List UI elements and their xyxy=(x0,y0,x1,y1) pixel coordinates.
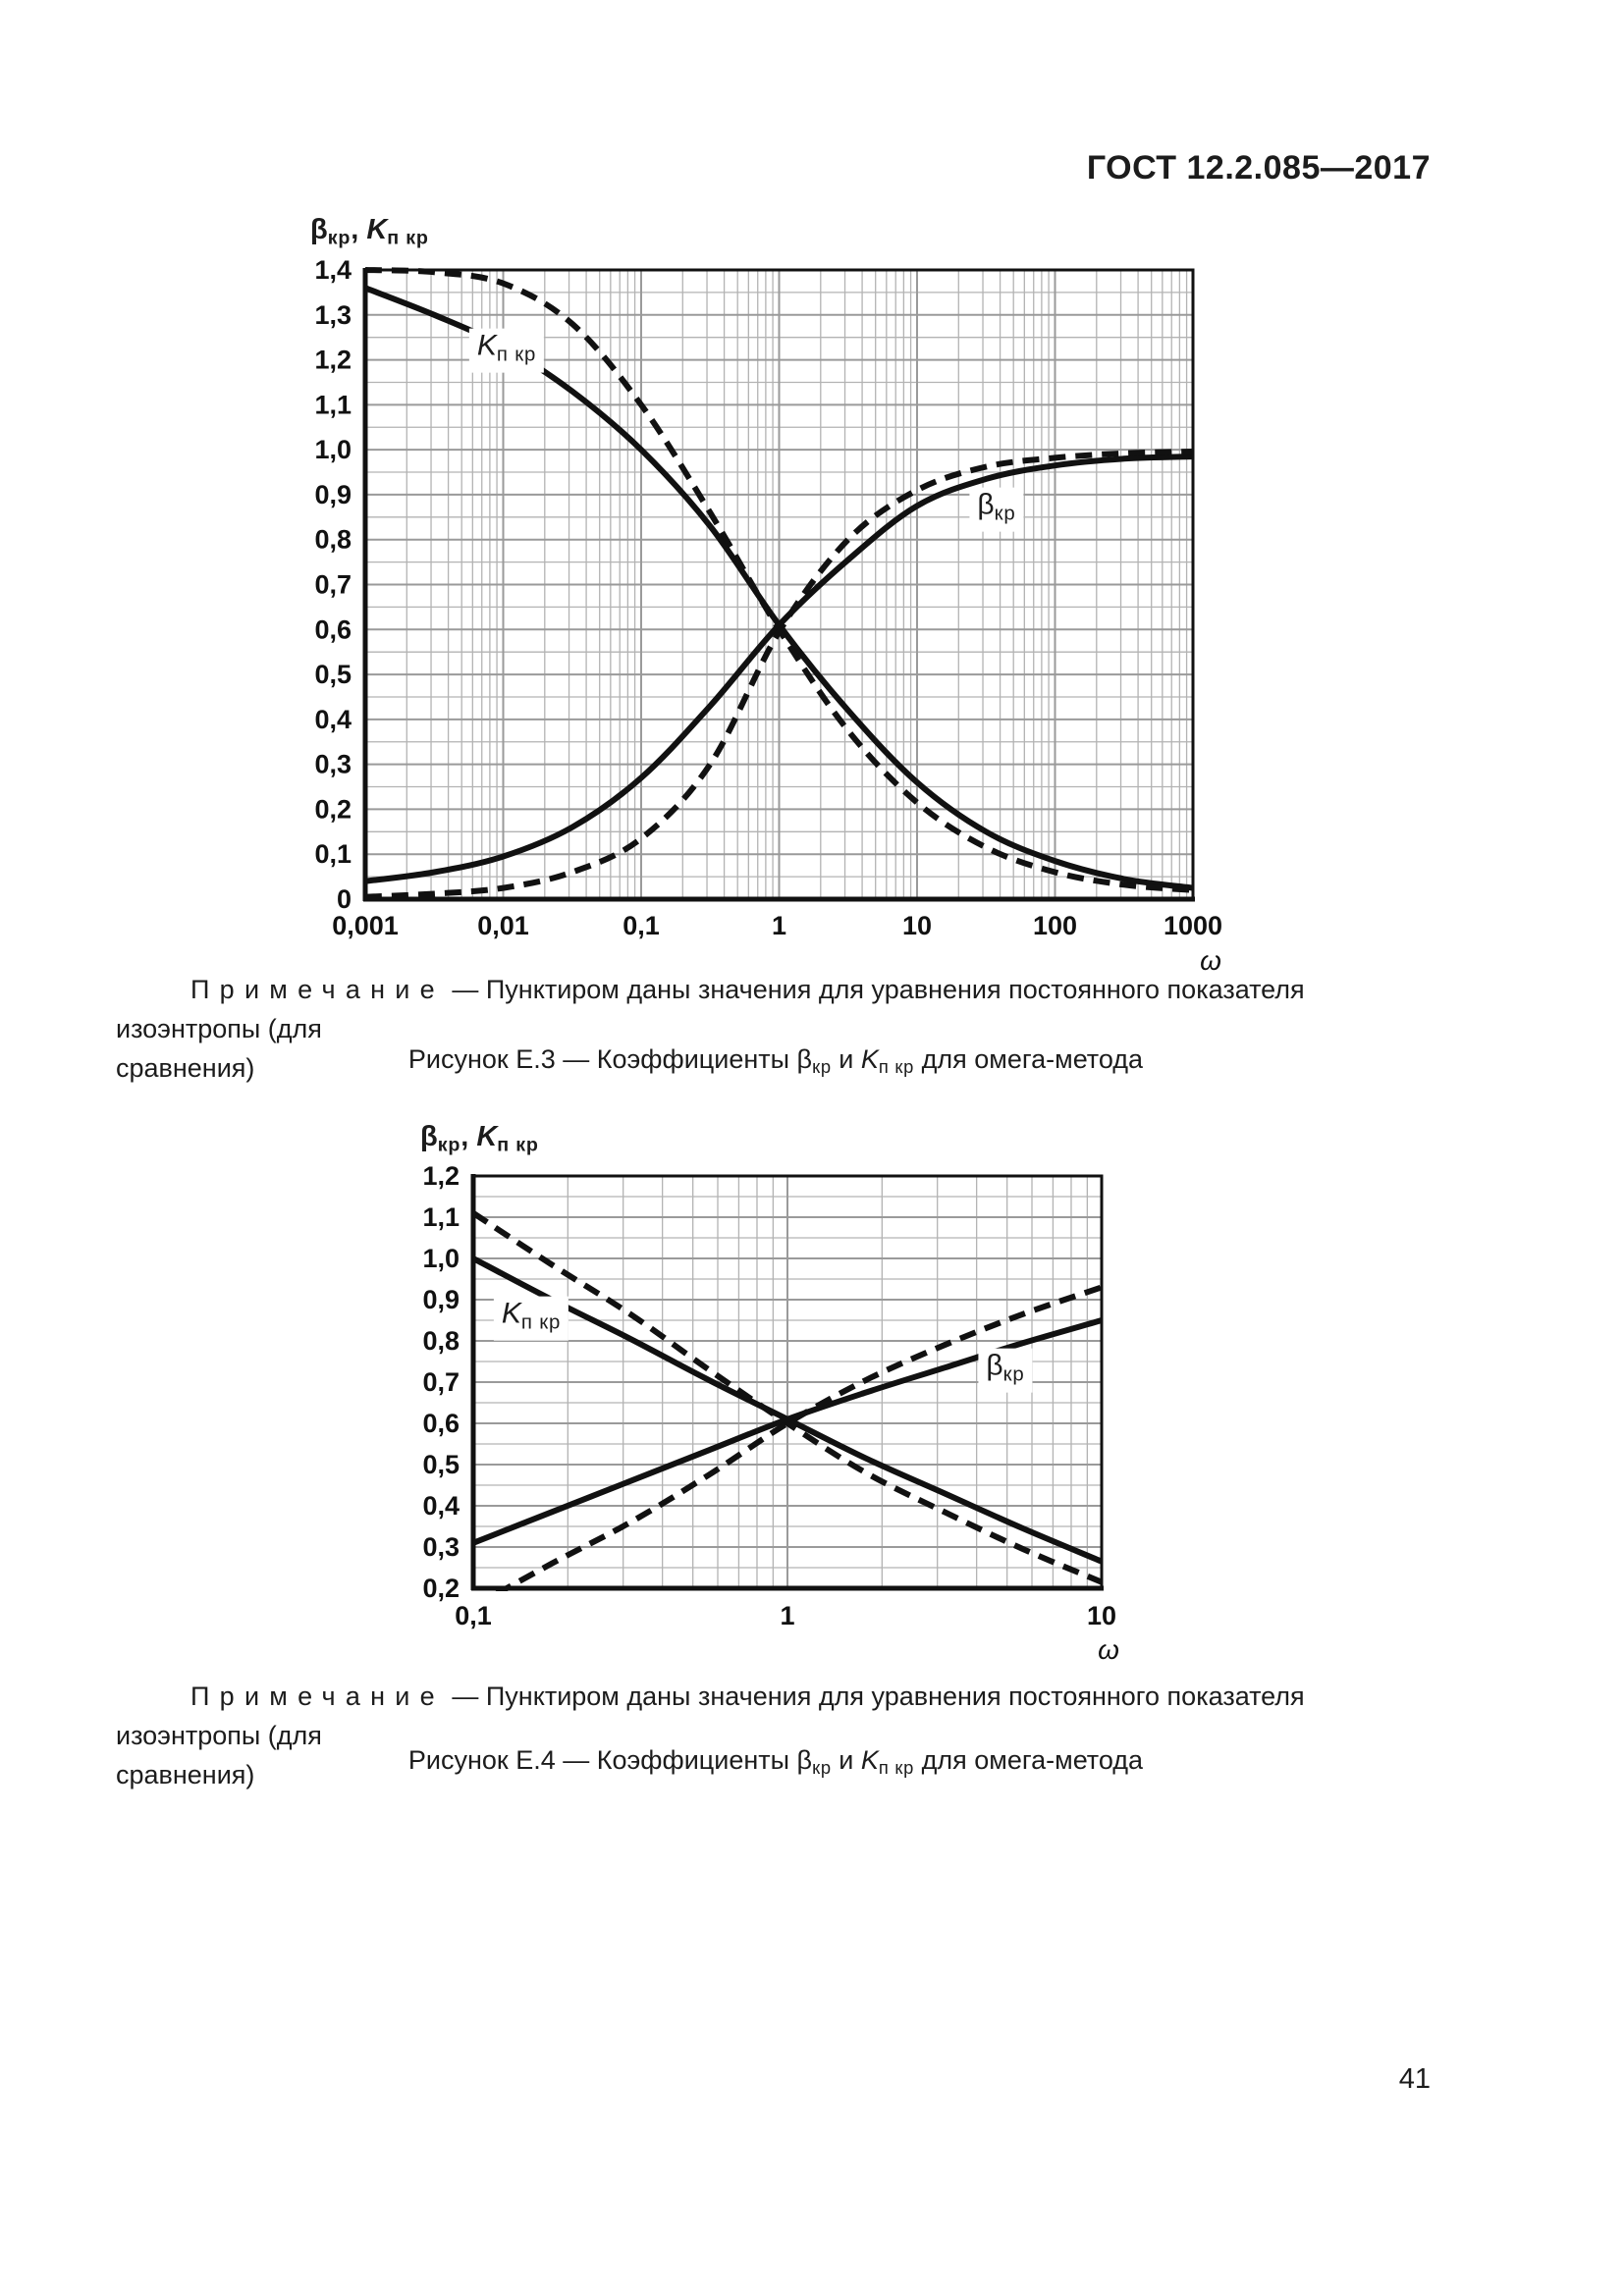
figure-e3-y-tick: 1,1 xyxy=(314,390,352,419)
figure-e4-x-tick: 10 xyxy=(1087,1601,1116,1630)
note-e4: Примечание — Пунктиром даны значения для… xyxy=(116,1677,1435,1794)
figure-e3-y-tick: 0,6 xyxy=(314,614,352,644)
richtext-part: Рисунок Е.4 — Коэффициенты xyxy=(407,1745,797,1775)
figure-e3-series-beta-omega xyxy=(364,454,1194,884)
richtext-part: и xyxy=(831,1044,861,1074)
figure-e4-y-tick: 1,2 xyxy=(422,1161,460,1191)
document-header: ГОСТ 12.2.085—2017 xyxy=(1086,149,1431,187)
figure-e3-tick-labels: 1,4 1,3 1,2 1,1 1,0 0,9 0,8 0,7 0,6 0,5 0,4 0,3 0,2 0… xyxy=(314,255,1222,976)
figure-e3-y-tick: 0,2 xyxy=(314,794,352,824)
note-e4-text-line1: — Пунктиром даны значения для уравнения … xyxy=(116,1682,1305,1750)
note-e4-text-line2: сравнения) xyxy=(116,1760,255,1789)
figure-e3-x-tick: 100 xyxy=(1033,911,1077,940)
note-e3: Примечание — Пунктиром даны значения для… xyxy=(116,970,1435,1088)
figure-e4-x-axis-title: ω xyxy=(1098,1634,1119,1665)
figure-e3-y-tick: 0,4 xyxy=(314,705,352,734)
richtext-part: β xyxy=(796,1745,813,1775)
figure-e3-x-axis-title: ω xyxy=(1200,945,1221,976)
page-number: 41 xyxy=(1398,2063,1431,2095)
figure-e4-y-tick: 1,1 xyxy=(422,1202,460,1232)
figure-e3-y-axis-title: βкр, Kп кр xyxy=(310,214,429,250)
figure-e4-y-tick: 0,4 xyxy=(422,1491,460,1521)
richtext-part: , xyxy=(460,1121,477,1152)
richtext-part: β xyxy=(977,488,995,521)
figure-e3-x-tick: 0,1 xyxy=(623,911,660,940)
figure-e3-caption: Рисунок Е.3 — Коэффициенты βкр и Kп кр д… xyxy=(116,1044,1435,1078)
richtext-part: и xyxy=(831,1745,861,1775)
figure-e4-axes xyxy=(470,1174,1104,1591)
note-e3-text-line2: сравнения) xyxy=(116,1053,255,1083)
figure-e3-x-tick: 1000 xyxy=(1164,911,1222,940)
figure-e3-x-tick: 0,01 xyxy=(477,911,529,940)
richtext-part: кр xyxy=(812,1757,832,1779)
figure-e3-y-tick: 0,8 xyxy=(314,525,352,555)
richtext-part: для омега-метода xyxy=(914,1745,1144,1775)
figure-e3-x-tick: 0,001 xyxy=(332,911,399,940)
richtext-part: кр xyxy=(327,227,352,249)
richtext-part: K xyxy=(476,329,497,362)
figure-e3-x-tick: 1 xyxy=(772,911,786,940)
richtext-part: п кр xyxy=(878,1757,915,1779)
figure-e4-y-axis-title: βкр, Kп кр xyxy=(420,1121,539,1157)
figure-e4-tick-labels: 1,2 1,1 1,0 0,9 0,8 0,7 0,6 0,5 0,4 0,3 0,20,1 1 10 ω xyxy=(422,1161,1118,1665)
figure-e4-x-tick: 1 xyxy=(780,1601,794,1630)
figure-e4-y-tick: 0,3 xyxy=(422,1532,460,1562)
richtext-part: K xyxy=(860,1745,879,1775)
richtext-part: β xyxy=(420,1121,438,1152)
richtext-part: K xyxy=(366,214,388,245)
figure-e4-series-beta-isentrope xyxy=(495,1284,1103,1591)
richtext-part: для омега-метода xyxy=(914,1044,1144,1074)
richtext-part: K xyxy=(501,1297,521,1330)
richtext-part: β xyxy=(796,1044,813,1074)
figure-e3-y-tick: 0,9 xyxy=(314,480,352,509)
note-e3-text-line1: — Пунктиром даны значения для уравнения … xyxy=(116,975,1305,1043)
richtext-part: , xyxy=(351,214,367,245)
figure-e4-beta-curve-label: βкр xyxy=(978,1348,1033,1393)
richtext-part: кр xyxy=(437,1134,461,1156)
figure-e4-y-tick: 0,9 xyxy=(422,1285,460,1314)
richtext-part: п кр xyxy=(878,1056,915,1078)
richtext-part: кр xyxy=(812,1056,832,1078)
figure-e3-y-tick: 1,0 xyxy=(314,435,352,464)
richtext-part: β xyxy=(310,214,328,245)
figure-e3-axes xyxy=(362,268,1195,902)
richtext-part: п кр xyxy=(497,1134,539,1156)
figure-e3-beta-curve-label: βкр xyxy=(969,487,1024,532)
figure-e4-y-tick: 0,2 xyxy=(422,1574,460,1603)
figure-e3-y-tick: 0 xyxy=(337,884,352,914)
richtext-part: K xyxy=(476,1121,498,1152)
figure-e4-y-tick: 1,0 xyxy=(422,1244,460,1273)
richtext-part: β xyxy=(986,1349,1003,1382)
richtext-part: кр xyxy=(994,503,1016,525)
figure-e4-y-tick: 0,7 xyxy=(422,1367,460,1397)
figure-e3-y-tick: 1,4 xyxy=(314,255,352,285)
figure-e3-y-tick: 0,7 xyxy=(314,570,352,600)
richtext-part: кр xyxy=(1002,1363,1025,1386)
richtext-part: п кр xyxy=(496,344,537,366)
figure-e4-series-k-isentrope xyxy=(472,1210,1103,1585)
figure-e3-chart: 1,4 1,3 1,2 1,1 1,0 0,9 0,8 0,7 0,6 0,5 0,4 0,3 0,2 0… xyxy=(314,255,1222,976)
figure-e3-y-tick: 1,3 xyxy=(314,300,352,330)
figure-e4-k-curve-label: Kп кр xyxy=(493,1296,569,1341)
figure-e3-y-tick: 0,3 xyxy=(314,750,352,779)
figure-e4-y-tick: 0,5 xyxy=(422,1450,460,1479)
figure-e3-y-tick: 0,1 xyxy=(314,839,352,869)
figure-e4-y-tick: 0,8 xyxy=(422,1326,460,1356)
richtext-part: Рисунок Е.3 — Коэффициенты xyxy=(407,1044,797,1074)
note-e4-label: Примечание xyxy=(190,1682,445,1711)
richtext-part: K xyxy=(860,1044,879,1074)
note-e3-label: Примечание xyxy=(190,975,445,1004)
figure-e4-x-tick: 0,1 xyxy=(455,1601,492,1630)
figure-e4-y-tick: 0,6 xyxy=(422,1409,460,1438)
figure-e3-series-beta-isentrope xyxy=(364,449,1194,900)
figure-e3-y-tick: 0,5 xyxy=(314,660,352,689)
figure-e4-caption: Рисунок Е.4 — Коэффициенты βкр и Kп кр д… xyxy=(116,1745,1435,1779)
figure-e3-k-curve-label: Kп кр xyxy=(468,328,545,373)
figure-e4-chart: 1,2 1,1 1,0 0,9 0,8 0,7 0,6 0,5 0,4 0,3 0,20,1 1 10 ω xyxy=(422,1161,1118,1665)
richtext-part: п кр xyxy=(520,1311,562,1334)
richtext-part: п кр xyxy=(387,227,429,249)
figure-e3-y-tick: 1,2 xyxy=(314,346,352,375)
figure-e3-x-tick: 10 xyxy=(902,911,932,940)
